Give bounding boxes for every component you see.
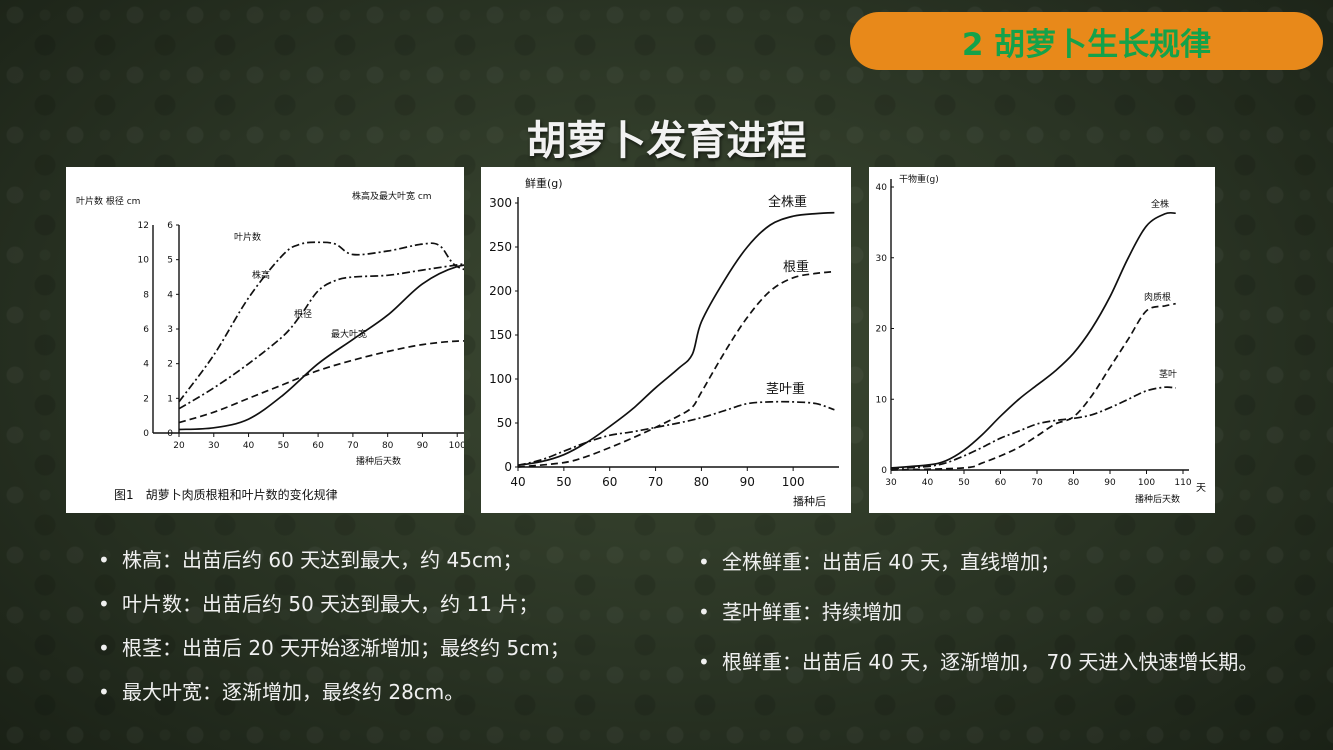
y-leaf-tick-label: 10 xyxy=(138,256,150,266)
x-tick-label: 80 xyxy=(1068,478,1080,488)
right-axis-title: 株高及最大叶宽 cm xyxy=(352,190,432,202)
y-axis-title: 干物重(g) xyxy=(899,173,939,185)
bullet-item: 最大叶宽：逐渐增加，最终约 28cm。 xyxy=(98,678,678,706)
y-root-tick-label: 4 xyxy=(167,290,173,300)
x-tick-label: 90 xyxy=(1104,478,1116,488)
y-tick-label: 100 xyxy=(489,372,512,386)
x-axis-title: 播种后 xyxy=(793,494,826,508)
y-root-tick-label: 0 xyxy=(167,429,173,439)
x-tick-label: 50 xyxy=(958,478,970,488)
bullet-item: 株高：出苗后约 60 天达到最大，约 45cm； xyxy=(98,546,678,574)
series-label-全株: 全株 xyxy=(1151,198,1169,210)
series-line-肉质根 xyxy=(890,302,1176,471)
series-label-最大叶宽: 最大叶宽 xyxy=(331,328,367,340)
y-tick-label: 300 xyxy=(489,196,512,210)
y-axis-title: 鲜重(g) xyxy=(525,176,563,190)
bullet-item: 根鲜重：出苗后 40 天，逐渐增加， 70 天进入快速增长期。 xyxy=(698,646,1278,678)
chart-panel-2: 40 50 60 70 80 90 100 0 50 100 150 200 250 300 鲜重(g) 播种… xyxy=(481,167,851,513)
series-line-全株重 xyxy=(517,211,835,467)
x-tick-label: 100 xyxy=(782,475,805,489)
x-tick-label: 30 xyxy=(208,441,220,451)
series-label-茎叶: 茎叶 xyxy=(1159,368,1177,380)
chart-panel-3: 30 40 50 60 70 80 90 100 110 天 0 10 20 30 40 干物重(g) 播种后天… xyxy=(869,167,1215,513)
x-tick-label: 20 xyxy=(173,441,185,451)
figure-caption: 图1 胡萝卜肉质根粗和叶片数的变化规律 xyxy=(114,487,338,502)
series-label-全株重: 全株重 xyxy=(768,194,807,210)
x-tick-label: 100 xyxy=(449,441,464,451)
series-line-茎叶重 xyxy=(517,400,835,467)
y-tick-label: 10 xyxy=(876,395,888,405)
series-line-叶片数 xyxy=(178,241,464,403)
y-root-tick-label: 3 xyxy=(167,325,173,335)
x-tick-label: 90 xyxy=(417,441,429,451)
series-label-茎叶重: 茎叶重 xyxy=(766,381,805,397)
series-label-肉质根: 肉质根 xyxy=(1144,291,1171,303)
series-label-根重: 根重 xyxy=(783,259,809,275)
x-tick-label: 50 xyxy=(278,441,290,451)
x-tick-label: 60 xyxy=(602,475,617,489)
x-tick-label: 80 xyxy=(694,475,709,489)
y-tick-label: 250 xyxy=(489,240,512,254)
x-tick-label: 40 xyxy=(510,475,525,489)
x-tick-label: 70 xyxy=(347,441,359,451)
bullet-item: 叶片数：出苗后约 50 天达到最大，约 11 片； xyxy=(98,590,678,618)
y-leaf-tick-label: 8 xyxy=(143,290,149,300)
x-tick-label: 90 xyxy=(740,475,755,489)
series-line-根重 xyxy=(517,270,835,468)
series-line-株高 xyxy=(178,262,464,410)
y-root-tick-label: 1 xyxy=(167,394,173,404)
x-tick-label: 50 xyxy=(556,475,571,489)
x-tick-label: 110 xyxy=(1174,478,1191,488)
chart-dry-weight: 30 40 50 60 70 80 90 100 110 天 0 10 20 30 40 干物重(g) 播种后天… xyxy=(876,173,1206,505)
series-label-根径: 根径 xyxy=(294,308,312,320)
x-tick-label: 40 xyxy=(243,441,255,451)
y-tick-label: 200 xyxy=(489,284,512,298)
x-tick-label: 40 xyxy=(922,478,934,488)
bullet-item: 全株鲜重：出苗后 40 天，直线增加； xyxy=(698,546,1278,578)
bullet-list-left: 株高：出苗后约 60 天达到最大，约 45cm； 叶片数：出苗后约 50 天达到… xyxy=(98,546,678,722)
y-root-tick-label: 5 xyxy=(167,256,173,266)
left-axis-title: 叶片数 根径 cm xyxy=(76,195,140,207)
y-leaf-tick-label: 4 xyxy=(143,360,149,370)
chart-root-diameter-leaf-count: 2030405060708090100110024681012012345610… xyxy=(76,190,464,502)
series-label-叶片数: 叶片数 xyxy=(234,231,261,243)
y-leaf-tick-label: 12 xyxy=(138,221,149,231)
series-line-根径 xyxy=(178,264,464,431)
x-tick-label: 100 xyxy=(1138,478,1155,488)
y-tick-label: 30 xyxy=(876,254,888,264)
y-tick-label: 0 xyxy=(881,466,887,476)
x-tick-label: 60 xyxy=(995,478,1007,488)
y-tick-label: 0 xyxy=(504,460,512,474)
chart-fresh-weight: 40 50 60 70 80 90 100 0 50 100 150 200 250 300 鲜重(g) 播种… xyxy=(489,176,839,508)
x-tick-label: 70 xyxy=(1031,478,1043,488)
x-tick-label: 80 xyxy=(382,441,394,451)
bullet-item: 茎叶鲜重：持续增加 xyxy=(698,596,1278,628)
y-leaf-tick-label: 0 xyxy=(143,429,149,439)
series-line-茎叶 xyxy=(890,386,1176,470)
y-root-tick-label: 2 xyxy=(167,360,173,370)
x-axis-title: 播种后天数 xyxy=(356,455,401,467)
y-tick-label: 20 xyxy=(876,325,888,335)
x-tick-label: 70 xyxy=(648,475,663,489)
chart-panel-1: 2030405060708090100110024681012012345610… xyxy=(66,167,464,513)
series-label-株高: 株高 xyxy=(252,269,270,281)
x-tick-label: 30 xyxy=(885,478,897,488)
series-line-全株 xyxy=(890,211,1176,469)
bullet-list-right: 全株鲜重：出苗后 40 天，直线增加； 茎叶鲜重：持续增加 根鲜重：出苗后 40… xyxy=(698,546,1278,696)
y-leaf-tick-label: 6 xyxy=(143,325,149,335)
section-badge: 2 胡萝卜生长规律 xyxy=(850,12,1323,70)
y-tick-label: 50 xyxy=(497,416,512,430)
bullet-item: 根茎：出苗后 20 天开始逐渐增加；最终约 5cm； xyxy=(98,634,678,662)
series-line-最大叶宽 xyxy=(178,340,464,424)
y-leaf-tick-label: 2 xyxy=(143,394,149,404)
x-axis-title: 播种后天数 xyxy=(1135,493,1180,505)
x-tick-label: 60 xyxy=(312,441,324,451)
y-root-tick-label: 6 xyxy=(167,221,173,231)
y-tick-label: 150 xyxy=(489,328,512,342)
slide-title: 胡萝卜发育进程 xyxy=(526,117,807,164)
x-unit-label: 天 xyxy=(1196,483,1206,494)
y-tick-label: 40 xyxy=(876,183,888,193)
